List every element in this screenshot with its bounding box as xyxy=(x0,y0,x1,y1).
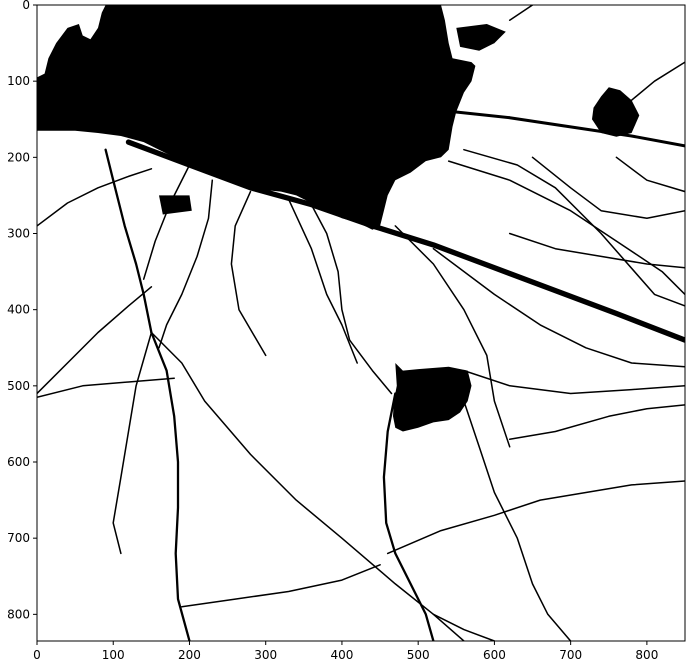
crack-fan-3 xyxy=(531,156,685,220)
crack-right-mid-2 xyxy=(432,247,685,368)
x-tick-label: 800 xyxy=(635,648,658,662)
crack-right-lower xyxy=(508,404,685,440)
crack-left-edge xyxy=(37,168,153,227)
crack-upper-right-thin xyxy=(508,5,534,21)
x-tick-label: 500 xyxy=(407,648,430,662)
crack-lower-horizontal xyxy=(386,480,685,555)
crack-fan-4 xyxy=(615,156,685,193)
y-axis-ticks: 0 100 200 300 400 500 600 700 800 xyxy=(7,0,37,621)
y-tick-label: 200 xyxy=(7,150,30,164)
crack-left-vertical xyxy=(104,148,153,334)
crack-radial-4 xyxy=(310,203,393,395)
crack-right-mid-3 xyxy=(463,369,685,395)
crack-right-top xyxy=(630,61,685,101)
y-tick-label: 100 xyxy=(7,74,30,88)
x-axis-ticks: 0 100 200 300 400 500 600 700 800 xyxy=(33,641,658,662)
crack-radial-5 xyxy=(287,198,358,364)
crack-center-down-right xyxy=(463,400,572,641)
y-tick-label: 400 xyxy=(7,303,30,317)
crack-radial-2 xyxy=(158,179,214,349)
dark-region-dark-blob-center xyxy=(393,363,472,432)
y-tick-label: 500 xyxy=(7,379,30,393)
x-tick-label: 700 xyxy=(559,648,582,662)
crack-left-upper-thin xyxy=(51,65,84,98)
y-tick-label: 800 xyxy=(7,607,30,621)
crack-center-down xyxy=(382,392,435,641)
crack-left-horizontal xyxy=(37,377,175,399)
plot-frame xyxy=(36,4,686,642)
y-tick-label: 300 xyxy=(7,227,30,241)
crack-lower-left-vertical xyxy=(112,331,153,555)
x-tick-label: 300 xyxy=(254,648,277,662)
x-tick-label: 400 xyxy=(330,648,353,662)
y-tick-label: 700 xyxy=(7,531,30,545)
crack-right-upper xyxy=(450,110,685,148)
image-layer xyxy=(37,5,685,641)
x-tick-label: 100 xyxy=(102,648,125,662)
y-tick-label: 0 xyxy=(22,0,30,12)
crack-diagonal-main xyxy=(125,139,685,343)
dark-region-small-dark-blob-upper-right xyxy=(456,24,506,51)
crack-left-descent xyxy=(37,286,153,395)
crack-upper-thin xyxy=(386,49,450,75)
x-tick-label: 200 xyxy=(178,648,201,662)
crack-fan-2 xyxy=(463,148,685,307)
crack-lower-radial xyxy=(181,564,381,608)
y-tick-label: 600 xyxy=(7,455,30,469)
crack-bottom-small xyxy=(432,613,496,641)
crack-right-mid-1 xyxy=(394,225,511,448)
crack-center-right xyxy=(508,232,685,269)
dark-region-dark-blob-right xyxy=(592,87,640,137)
x-tick-label: 0 xyxy=(33,648,41,662)
crack-left-radial xyxy=(142,164,191,280)
crack-radial-3 xyxy=(230,190,267,357)
dark-region-upper-left-dark-mass xyxy=(37,5,476,230)
x-tick-label: 600 xyxy=(483,648,506,662)
